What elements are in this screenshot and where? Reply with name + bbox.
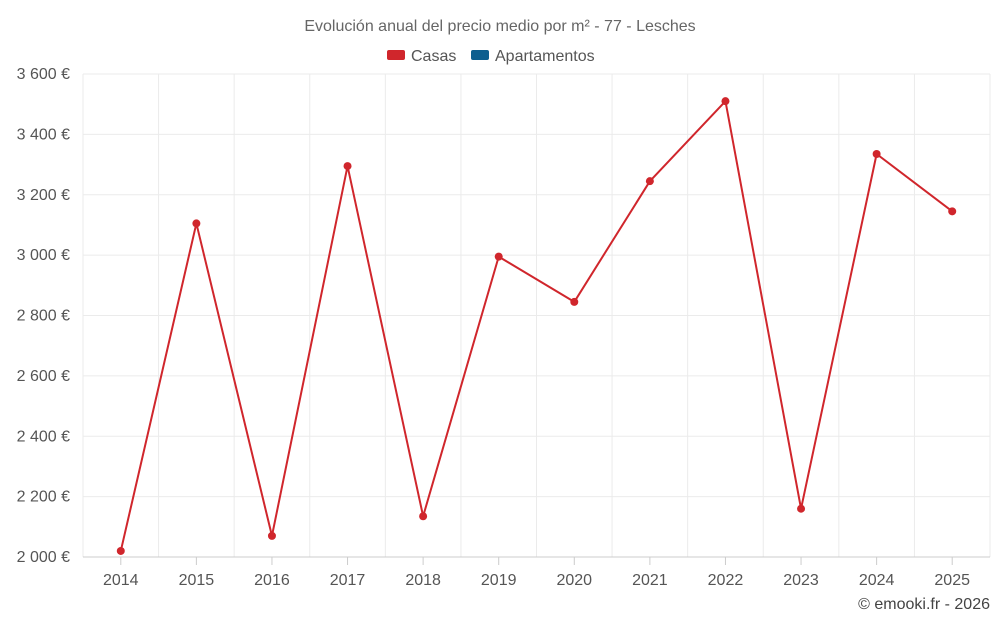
data-point-casas[interactable] (192, 219, 201, 228)
x-tick-label: 2020 (556, 572, 592, 589)
legend-label-apartamentos: Apartamentos (495, 48, 595, 65)
data-point-casas[interactable] (267, 531, 276, 540)
legend: Casas Apartamentos (387, 48, 595, 65)
data-point-casas[interactable] (494, 252, 503, 261)
x-tick-label: 2019 (481, 572, 517, 589)
credit-text: © emooki.fr - 2026 (858, 596, 990, 613)
y-tick-label: 3 200 € (17, 187, 70, 204)
x-tick-label: 2016 (254, 572, 290, 589)
grid (82, 73, 991, 558)
legend-label-casas: Casas (411, 48, 456, 65)
x-tick-label: 2023 (783, 572, 819, 589)
y-tick-label: 2 200 € (17, 489, 70, 506)
x-tick-label: 2022 (708, 572, 744, 589)
y-tick-label: 3 000 € (17, 247, 70, 264)
y-tick-label: 2 400 € (17, 428, 70, 445)
series-casas (116, 97, 957, 555)
legend-item-casas[interactable]: Casas (387, 48, 456, 65)
x-tick-label: 2017 (330, 572, 366, 589)
x-tick-label: 2014 (103, 572, 139, 589)
axes: 2 000 € 2 200 € 2 400 € 2 600 € 2 800 € 3 000… (17, 66, 990, 589)
data-point-casas[interactable] (872, 149, 881, 158)
y-tick-label: 3 400 € (17, 126, 70, 143)
data-point-casas[interactable] (948, 207, 957, 216)
legend-swatch-apartamentos (471, 50, 489, 60)
data-point-casas[interactable] (570, 297, 579, 306)
x-tick-label: 2024 (859, 572, 895, 589)
y-tick-label: 2 000 € (17, 549, 70, 566)
x-tick-label: 2015 (179, 572, 215, 589)
data-point-casas[interactable] (419, 512, 428, 521)
y-tick-label: 3 600 € (17, 66, 70, 83)
data-point-casas[interactable] (343, 162, 352, 171)
x-tick-label: 2025 (934, 572, 970, 589)
x-tick-label: 2018 (405, 572, 441, 589)
legend-item-apartamentos[interactable]: Apartamentos (471, 48, 595, 65)
series-line-casas (119, 100, 953, 552)
data-point-casas[interactable] (645, 177, 654, 186)
data-point-casas[interactable] (797, 504, 806, 513)
x-tick-label: 2021 (632, 572, 668, 589)
data-point-casas[interactable] (721, 97, 730, 106)
y-tick-label: 2 600 € (17, 368, 70, 385)
legend-swatch-casas (387, 50, 405, 60)
chart-title: Evolución anual del precio medio por m² … (304, 18, 695, 35)
y-tick-label: 2 800 € (17, 308, 70, 325)
data-point-casas[interactable] (116, 546, 125, 555)
